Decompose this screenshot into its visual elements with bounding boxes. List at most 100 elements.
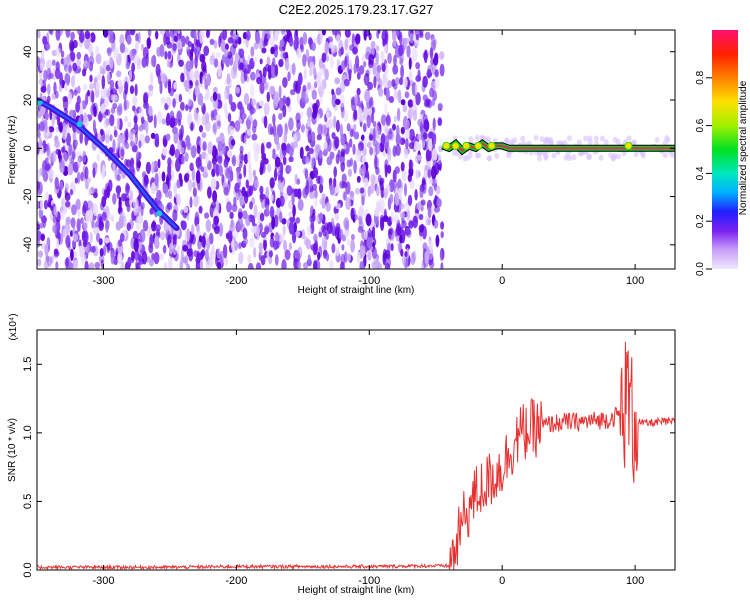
noise-blob	[252, 169, 257, 178]
y-tick-label: -40	[22, 237, 34, 253]
noise-blob	[293, 80, 298, 92]
noise-blob	[175, 158, 181, 172]
noise-blob	[393, 115, 397, 123]
noise-blob	[98, 110, 103, 123]
x-tick-label: -200	[225, 575, 247, 587]
noise-blob	[373, 257, 380, 265]
noise-blob	[334, 77, 341, 85]
noise-blob	[428, 186, 434, 197]
noise-blob	[323, 240, 327, 250]
noise-blob	[133, 198, 139, 209]
noise-blob	[296, 119, 301, 131]
noise-blob	[375, 186, 380, 197]
noise-blob	[313, 197, 318, 208]
noise-blob	[206, 238, 211, 251]
noise-blob	[439, 51, 445, 60]
noise-blob	[79, 30, 85, 44]
noise-blob	[48, 168, 55, 179]
noise-blob	[149, 233, 154, 247]
noise-blob	[104, 98, 109, 107]
noise-blob	[299, 36, 304, 50]
noise-blob	[66, 132, 71, 146]
noise-blob	[245, 179, 249, 189]
noise-blob	[293, 38, 299, 51]
noise-blob	[382, 252, 387, 266]
noise-blob	[167, 178, 171, 191]
noise-blob	[424, 215, 428, 226]
noise-blob	[395, 223, 402, 236]
noise-blob	[135, 40, 139, 53]
noise-blob	[57, 149, 62, 160]
noise-blob	[428, 138, 433, 151]
noise-blob	[335, 119, 340, 133]
noise-blob	[178, 93, 182, 103]
noise-blob	[101, 68, 105, 75]
noise-blob	[92, 119, 96, 133]
noise-blob	[40, 198, 44, 211]
noise-blob	[184, 79, 190, 92]
noise-blob	[48, 126, 55, 133]
noise-blob	[238, 251, 244, 265]
noise-blob	[347, 168, 353, 177]
noise-blob	[412, 95, 416, 108]
noise-blob	[82, 150, 87, 163]
noise-blob	[255, 31, 261, 45]
noise-blob	[65, 200, 71, 208]
noise-blob	[129, 85, 135, 95]
noise-blob	[388, 179, 395, 193]
noise-blob	[405, 127, 410, 141]
noise-blob	[283, 239, 287, 251]
noise-blob	[185, 60, 192, 72]
noise-blob	[400, 126, 405, 135]
noise-blob	[97, 213, 103, 224]
noise-blob	[61, 151, 68, 164]
noise-blob	[227, 51, 233, 59]
noise-blob	[178, 59, 184, 67]
noise-blob	[344, 48, 351, 57]
noise-blob	[72, 39, 78, 49]
noise-blob	[294, 249, 300, 261]
noise-blob	[291, 192, 295, 206]
noise-blob	[212, 98, 219, 109]
noise-blob	[243, 153, 249, 165]
noise-blob	[363, 61, 367, 68]
noise-blob	[59, 72, 63, 87]
noise-blob	[142, 46, 149, 60]
noise-blob	[228, 93, 233, 106]
noise-blob	[314, 81, 318, 89]
halo-blob	[600, 135, 605, 142]
noise-blob	[383, 187, 389, 198]
halo-blob	[612, 152, 618, 159]
noise-blob	[177, 30, 181, 35]
noise-blob	[400, 161, 405, 172]
noise-blob	[215, 114, 222, 122]
noise-blob	[427, 169, 432, 179]
noise-blob	[165, 133, 171, 141]
noise-blob	[232, 154, 237, 167]
noise-blob	[378, 198, 385, 209]
noise-blob	[126, 222, 131, 232]
noise-blob	[194, 55, 198, 69]
noise-blob	[306, 225, 312, 236]
noise-blob	[435, 236, 440, 244]
noise-blob	[179, 147, 185, 154]
noise-blob	[312, 167, 319, 179]
noise-blob	[37, 258, 42, 267]
noise-blob	[116, 70, 122, 78]
noise-blob	[399, 211, 406, 219]
noise-blob	[321, 52, 327, 63]
noise-blob	[277, 180, 282, 191]
noise-blob	[146, 37, 151, 49]
noise-blob	[227, 170, 234, 183]
noise-blob	[407, 173, 412, 183]
noise-blob	[398, 77, 404, 86]
noise-blob	[374, 124, 380, 139]
noise-blob	[335, 184, 339, 194]
noise-blob	[132, 105, 136, 112]
noise-blob	[395, 76, 400, 86]
noise-blob	[174, 148, 181, 159]
noise-blob	[162, 244, 167, 254]
noise-blob	[405, 228, 411, 236]
noise-blob	[55, 261, 59, 269]
noise-blob	[190, 122, 194, 132]
